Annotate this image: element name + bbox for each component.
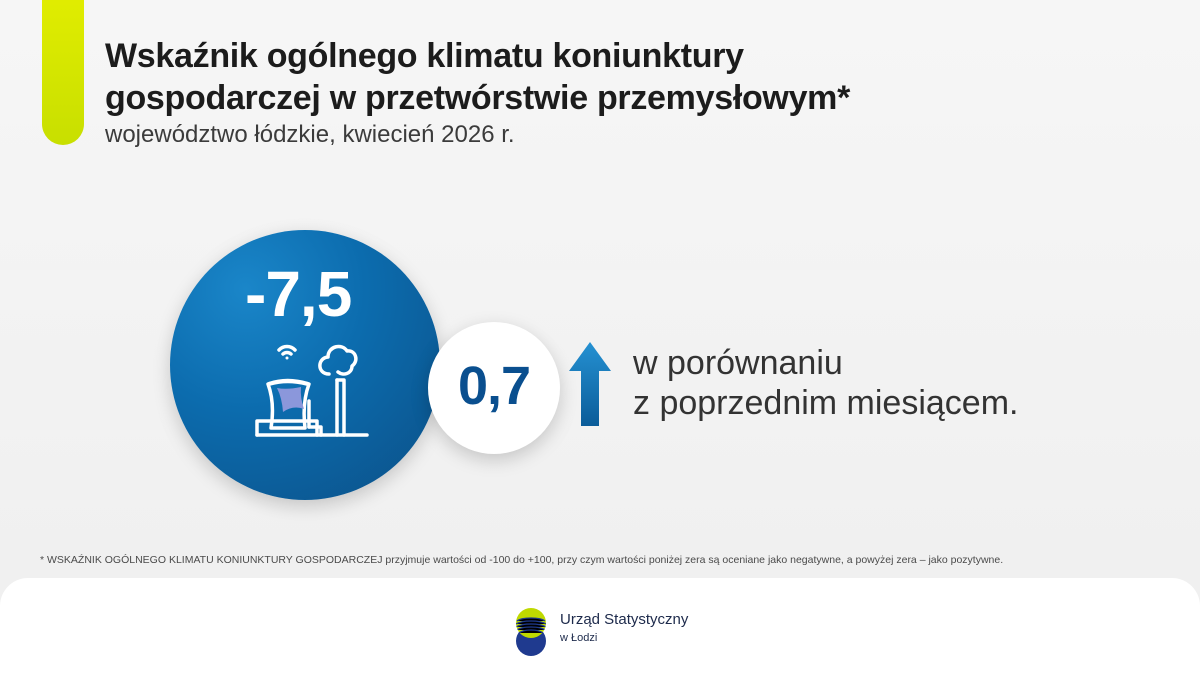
up-arrow-icon xyxy=(569,342,611,426)
logo-subtitle: w Łodzi xyxy=(560,632,598,644)
title-accent-bar xyxy=(42,0,84,145)
main-indicator-circle xyxy=(170,230,440,500)
logo-mark-icon xyxy=(516,608,546,656)
change-indicator-value: 0,7 xyxy=(457,356,531,416)
comparison-text: w porównaniu z poprzednim miesiącem. xyxy=(633,343,1083,423)
footer-band xyxy=(0,578,1200,675)
page-title: Wskaźnik ogólnego klimatu koniunktury go… xyxy=(105,37,851,117)
logo-title: Urząd Statystyczny xyxy=(560,611,689,628)
change-indicator-circle xyxy=(428,322,560,454)
factory-icon xyxy=(255,344,369,437)
main-indicator-value: -7,5 xyxy=(245,258,352,330)
comparison-line-2: z poprzednim miesiącem. xyxy=(633,384,1019,422)
comparison-line-1: w porównaniu xyxy=(633,344,843,382)
footnote: * WSKAŹNIK OGÓLNEGO KLIMATU KONIUNKTURY … xyxy=(40,554,1004,566)
page-subtitle: województwo łódzkie, kwiecień 2026 r. xyxy=(105,121,515,148)
